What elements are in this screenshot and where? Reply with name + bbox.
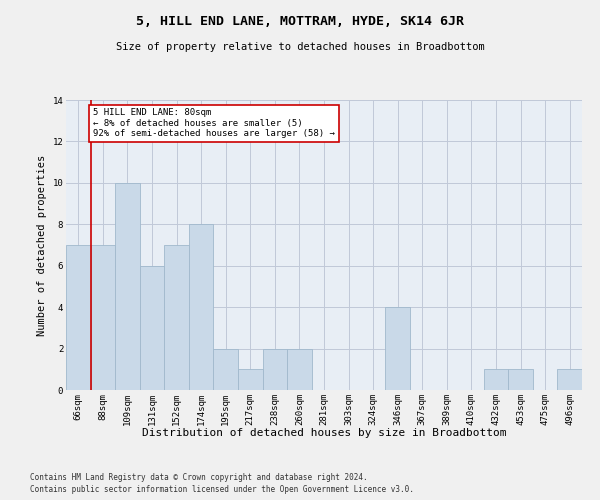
- Bar: [287, 348, 312, 390]
- Bar: [91, 245, 115, 390]
- Text: 5 HILL END LANE: 80sqm
← 8% of detached houses are smaller (5)
92% of semi-detac: 5 HILL END LANE: 80sqm ← 8% of detached …: [93, 108, 335, 138]
- Text: 5, HILL END LANE, MOTTRAM, HYDE, SK14 6JR: 5, HILL END LANE, MOTTRAM, HYDE, SK14 6J…: [136, 15, 464, 28]
- Text: Distribution of detached houses by size in Broadbottom: Distribution of detached houses by size …: [142, 428, 506, 438]
- Text: Size of property relative to detached houses in Broadbottom: Size of property relative to detached ho…: [116, 42, 484, 52]
- Bar: [557, 370, 582, 390]
- Text: Contains HM Land Registry data © Crown copyright and database right 2024.: Contains HM Land Registry data © Crown c…: [30, 472, 368, 482]
- Bar: [140, 266, 164, 390]
- Bar: [66, 245, 91, 390]
- Bar: [214, 348, 238, 390]
- Bar: [115, 183, 140, 390]
- Bar: [189, 224, 214, 390]
- Y-axis label: Number of detached properties: Number of detached properties: [37, 154, 47, 336]
- Bar: [508, 370, 533, 390]
- Bar: [484, 370, 508, 390]
- Bar: [238, 370, 263, 390]
- Bar: [164, 245, 189, 390]
- Bar: [263, 348, 287, 390]
- Text: Contains public sector information licensed under the Open Government Licence v3: Contains public sector information licen…: [30, 485, 414, 494]
- Bar: [385, 307, 410, 390]
